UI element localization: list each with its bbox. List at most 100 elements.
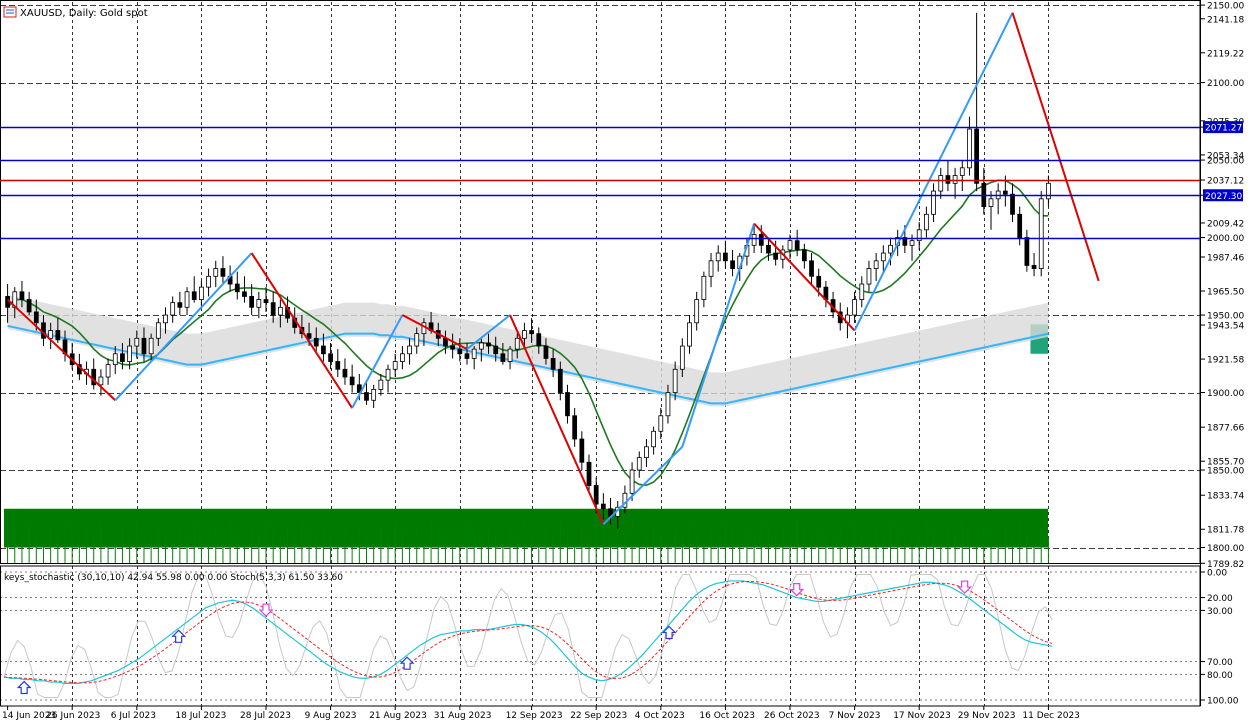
candle (249, 296, 255, 308)
price-label: 1800.00 (1207, 544, 1244, 554)
candle (177, 302, 183, 308)
candle (335, 361, 341, 370)
candle (191, 291, 197, 300)
price-label: 1900.00 (1207, 389, 1244, 399)
stoch-label: 0.00 (1207, 569, 1227, 579)
symbol-header: XAUUSD, Daily: Gold spot (20, 8, 148, 19)
stoch-label: 70.00 (1207, 658, 1233, 668)
candle (952, 175, 958, 184)
candle (500, 353, 506, 362)
main-panel (0, 0, 1201, 564)
price-label: 1877.66 (1207, 424, 1244, 434)
price-label: 1855.70 (1207, 458, 1244, 468)
price-label: 2037.12 (1207, 177, 1244, 187)
indicator-frame (0, 565, 1201, 707)
price-label: 2141.18 (1207, 15, 1244, 25)
candle (852, 299, 857, 316)
candle (471, 348, 477, 359)
candle (600, 503, 606, 510)
candle (880, 252, 886, 262)
candle (328, 353, 333, 362)
candle (234, 283, 240, 293)
stoch-label: 100.00 (1207, 697, 1239, 707)
candle (529, 330, 534, 335)
price-label: 2050.00 (1207, 157, 1244, 167)
candle (708, 260, 714, 277)
zigzag-segment (753, 222, 856, 332)
candle (256, 299, 262, 308)
candle (263, 299, 269, 304)
ichimoku-cloud (7, 294, 1049, 407)
candle (550, 358, 556, 370)
candle (701, 275, 707, 300)
price-label: 1965.50 (1207, 288, 1244, 298)
price-badge (1203, 189, 1243, 202)
time-label: 29 Nov 2023 (958, 711, 1016, 721)
time-label: 26 Jun 2023 (46, 711, 100, 721)
candle (464, 353, 470, 359)
candle (679, 345, 685, 370)
candle (938, 175, 944, 192)
candle (507, 348, 513, 362)
candle (557, 368, 563, 393)
candle (514, 337, 520, 350)
candle (916, 229, 922, 242)
sma-slow-line (7, 324, 1049, 405)
candle (1046, 182, 1051, 200)
candle (306, 333, 312, 339)
time-label: 12 Sep 2023 (506, 711, 563, 721)
candle (1038, 198, 1044, 269)
candle (184, 291, 190, 308)
candle (392, 361, 398, 370)
sma-fast-line (7, 179, 1049, 487)
chart-type-icon (3, 6, 17, 18)
candle (809, 260, 814, 277)
candle (321, 345, 326, 355)
candle (313, 337, 319, 347)
candle (730, 260, 735, 269)
candle (1002, 190, 1008, 195)
candle (902, 237, 908, 246)
candle (801, 249, 807, 262)
candle (522, 330, 527, 339)
price-axis: 2150.002141.182119.222100.002075.302071.… (1200, 0, 1244, 706)
candle (945, 175, 951, 184)
main-frame (0, 0, 1201, 564)
candle (112, 353, 118, 366)
candle (873, 260, 879, 269)
candle (715, 252, 721, 262)
candle (48, 330, 54, 339)
price-label: 1987.46 (1207, 253, 1244, 263)
zigzag-segment (681, 223, 756, 448)
candle (213, 268, 219, 277)
price-label: 1789.82 (1207, 560, 1244, 570)
candle (414, 333, 420, 347)
indicator-panel: 100.00 80.00 70.00 30.00 20.00 0.00 (0, 565, 1239, 707)
candle (909, 240, 915, 246)
buy-arrow-icon (171, 629, 187, 643)
candle (579, 438, 585, 463)
candle (888, 244, 893, 254)
candle (758, 234, 764, 246)
price-label: 1943.54 (1207, 322, 1244, 332)
candle (134, 337, 140, 347)
candle (586, 461, 592, 486)
candle (356, 384, 362, 393)
buy-arrow-icon (399, 656, 415, 670)
zigzag-segment (1011, 12, 1100, 282)
price-badge-label: 2071.27 (1205, 124, 1242, 134)
price-label: 2000.00 (1207, 234, 1244, 244)
candle (141, 337, 147, 355)
time-label: 18 Jul 2023 (175, 711, 226, 721)
candle (127, 345, 132, 362)
candle (959, 167, 965, 176)
candle (385, 368, 391, 381)
zigzag-segment (351, 314, 404, 409)
candle (277, 306, 283, 316)
price-label: 2119.22 (1207, 49, 1244, 59)
candle (270, 302, 276, 316)
time-label: 16 Oct 2023 (699, 711, 755, 721)
